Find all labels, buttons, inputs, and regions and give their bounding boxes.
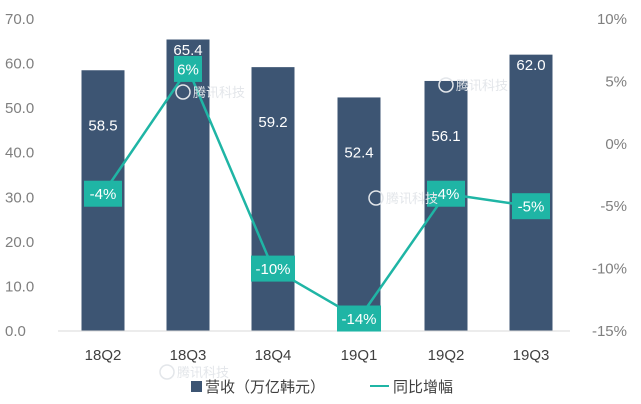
right-tick-label: 5% — [605, 73, 627, 90]
growth-label-box — [337, 305, 381, 332]
growth-point: -10% — [251, 255, 295, 282]
bar-data-labels: 58.5 65.4 59.2 52.4 56.1 62.0 — [88, 42, 545, 161]
growth-point: -4% — [84, 180, 122, 207]
left-tick-label: 60.0 — [5, 56, 34, 73]
left-tick-label: 20.0 — [5, 234, 34, 251]
right-tick-label: -10% — [592, 261, 627, 278]
category-label: 19Q2 — [428, 347, 465, 364]
bar-value-label: 52.4 — [344, 144, 373, 161]
bar-19Q3 — [509, 54, 553, 332]
legend-bar-swatch — [191, 381, 202, 392]
right-tick-label: 0% — [605, 136, 627, 153]
right-tick-label: 10% — [597, 11, 627, 28]
bar-value-label: 58.5 — [88, 117, 117, 134]
watermark-text: 腾讯科技 — [193, 85, 245, 101]
watermark-text: 腾讯科技 — [456, 78, 508, 94]
growth-label: -10% — [255, 261, 290, 278]
growth-label-box — [84, 180, 122, 207]
legend: 营收（万亿韩元） 同比增幅 — [191, 378, 453, 396]
bar-value-label: 62.0 — [516, 57, 545, 74]
bar-18Q3 — [166, 39, 210, 331]
line-data-labels: -4% 6% -10% -14% -4% -5% — [84, 55, 550, 332]
growth-label: -14% — [341, 311, 376, 328]
left-tick-label: 40.0 — [5, 145, 34, 162]
growth-label-box — [427, 180, 465, 207]
left-tick-label: 0.0 — [5, 323, 26, 340]
legend-bar-label: 营收（万亿韩元） — [205, 378, 325, 396]
watermark-logo-icon — [175, 84, 191, 100]
left-tick-label: 10.0 — [5, 278, 34, 295]
growth-label-box — [512, 193, 550, 220]
category-label: 18Q4 — [255, 347, 292, 364]
watermark-logo-icon — [368, 190, 384, 206]
growth-label: -4% — [433, 186, 460, 203]
watermark-logo-icon — [438, 77, 454, 93]
watermark: 腾讯科技 — [159, 364, 229, 381]
growth-label: -4% — [90, 186, 117, 203]
watermark-text: 腾讯科技 — [386, 191, 438, 207]
watermark: 腾讯科技 — [438, 77, 508, 94]
growth-point: -5% — [512, 193, 550, 220]
growth-point: 6% — [174, 55, 202, 82]
watermark-text: 腾讯科技 — [177, 365, 229, 381]
growth-label-box — [174, 55, 202, 82]
right-tick-label: -15% — [592, 323, 627, 340]
left-tick-label: 70.0 — [5, 11, 34, 28]
category-label: 18Q3 — [170, 347, 207, 364]
category-label: 19Q1 — [341, 347, 378, 364]
growth-label-box — [251, 255, 295, 282]
bar-19Q1 — [337, 97, 381, 332]
left-tick-label: 50.0 — [5, 100, 34, 117]
bar-18Q4 — [251, 67, 295, 331]
legend-line-label: 同比增幅 — [393, 378, 453, 396]
bar-value-label: 56.1 — [431, 128, 460, 145]
growth-label: 6% — [177, 61, 199, 78]
bar-value-label: 65.4 — [173, 42, 202, 59]
watermark: 腾讯科技 — [368, 190, 438, 207]
watermark-logo-icon — [159, 364, 175, 380]
watermark: 腾讯科技 — [175, 84, 245, 101]
category-label: 19Q3 — [513, 347, 550, 364]
left-axis-ticks: 0.0 10.0 20.0 30.0 40.0 50.0 60.0 70.0 — [5, 11, 34, 340]
right-tick-label: -5% — [600, 198, 627, 215]
growth-label: -5% — [518, 199, 545, 216]
category-label: 18Q2 — [85, 347, 122, 364]
x-axis-categories: 18Q2 18Q3 18Q4 19Q1 19Q2 19Q3 — [85, 347, 550, 364]
growth-point: -14% — [337, 305, 381, 332]
bar-value-label: 59.2 — [258, 114, 287, 131]
left-tick-label: 30.0 — [5, 189, 34, 206]
growth-point: -4% — [427, 180, 465, 207]
right-axis-ticks: -15% -10% -5% 0% 5% 10% — [592, 11, 627, 340]
